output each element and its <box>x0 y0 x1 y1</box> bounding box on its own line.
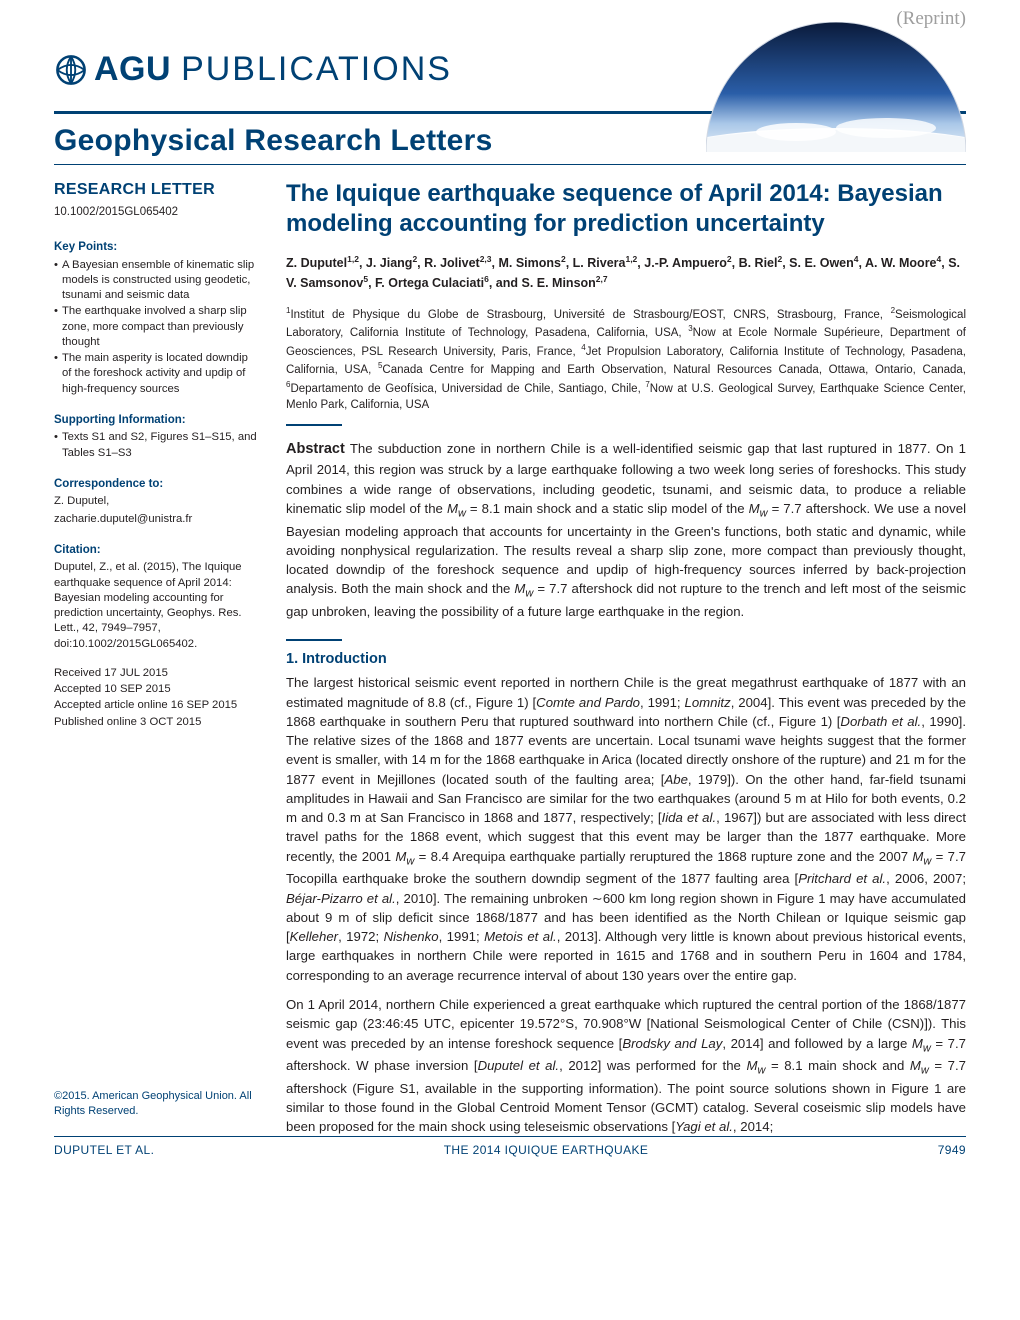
abstract-text: The subduction zone in northern Chile is… <box>286 441 966 619</box>
author-list: Z. Duputel1,2, J. Jiang2, R. Jolivet2,3,… <box>286 253 966 293</box>
section-1-heading: 1. Introduction <box>286 651 966 667</box>
supporting-heading: Supporting Information: <box>54 413 260 429</box>
doi: 10.1002/2015GL065402 <box>54 205 260 221</box>
footer-page-number: 7949 <box>938 1143 966 1157</box>
rule-before-abstract <box>286 424 342 426</box>
correspondence-email: zacharie.duputel@unistra.fr <box>54 512 260 527</box>
page-footer: DUPUTEL ET AL. THE 2014 IQUIQUE EARTHQUA… <box>54 1136 966 1157</box>
intro-paragraph-1: The largest historical seismic event rep… <box>286 673 966 985</box>
copyright-notice: ©2015. American Geophysical Union. All R… <box>54 1089 260 1119</box>
date-accepted: Accepted 10 SEP 2015 <box>54 682 260 697</box>
intro-paragraph-2: On 1 April 2014, northern Chile experien… <box>286 995 966 1137</box>
footer-authors: DUPUTEL ET AL. <box>54 1143 154 1157</box>
correspondence-name: Z. Duputel, <box>54 494 260 509</box>
publisher-word: PUBLICATIONS <box>181 50 452 89</box>
rule-mid <box>54 164 966 165</box>
date-received: Received 17 JUL 2015 <box>54 666 260 681</box>
main-column: The Iquique earthquake sequence of April… <box>286 179 966 1147</box>
date-accepted-online: Accepted article online 16 SEP 2015 <box>54 698 260 713</box>
keypoints-list: A Bayesian ensemble of kinematic slip mo… <box>54 258 260 397</box>
keypoint-item: A Bayesian ensemble of kinematic slip mo… <box>54 258 260 304</box>
agu-globe-icon <box>54 53 88 87</box>
article-title: The Iquique earthquake sequence of April… <box>286 179 966 239</box>
date-published: Published online 3 OCT 2015 <box>54 715 260 730</box>
keypoints-heading: Key Points: <box>54 240 260 256</box>
footer-running-title: THE 2014 IQUIQUE EARTHQUAKE <box>154 1143 937 1157</box>
supporting-list: Texts S1 and S2, Figures S1–S15, and Tab… <box>54 430 260 461</box>
article-type-label: RESEARCH LETTER <box>54 179 260 201</box>
correspondence-heading: Correspondence to: <box>54 477 260 493</box>
keypoint-item: The earthquake involved a sharp slip zon… <box>54 304 260 350</box>
abstract: Abstract The subduction zone in northern… <box>286 439 966 621</box>
globe-banner-graphic <box>706 22 966 152</box>
citation-heading: Citation: <box>54 543 260 559</box>
affiliations: 1Institut de Physique du Globe de Strasb… <box>286 305 966 414</box>
keypoint-item: The main asperity is located downdip of … <box>54 351 260 397</box>
abstract-label: Abstract <box>286 441 345 457</box>
citation-text: Duputel, Z., et al. (2015), The Iquique … <box>54 560 260 652</box>
publisher-mark-text: AGU <box>94 50 171 89</box>
supporting-item: Texts S1 and S2, Figures S1–S15, and Tab… <box>54 430 260 461</box>
article-dates: Received 17 JUL 2015 Accepted 10 SEP 201… <box>54 666 260 730</box>
sidebar: RESEARCH LETTER 10.1002/2015GL065402 Key… <box>54 179 260 1147</box>
rule-before-section <box>286 639 342 641</box>
